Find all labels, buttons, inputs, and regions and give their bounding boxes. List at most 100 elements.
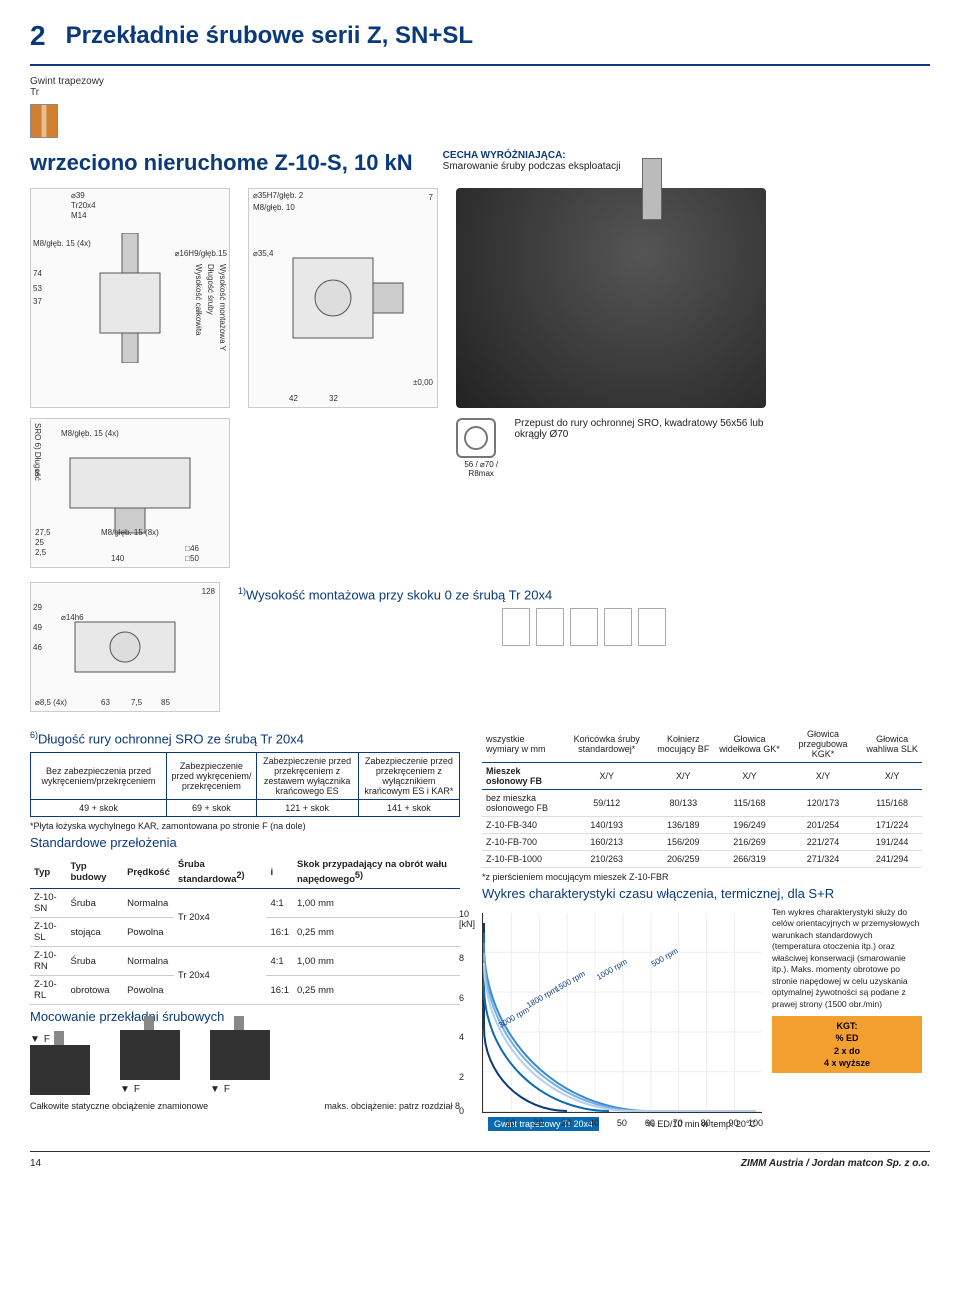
drawing-plan-view: 29 49 46 ⌀14h6 128 ⌀8,5 (4x) 63 7,5 85 <box>30 582 220 712</box>
dim-46: 46 <box>33 643 42 652</box>
dim-32: 32 <box>329 394 338 403</box>
ann-mont-y: Wysokość montażowa Y <box>218 264 227 351</box>
xy2: X/Y <box>715 763 784 790</box>
tr2-sruba: Tr 20x4 <box>174 947 267 1005</box>
xy4: X/Y <box>862 763 922 790</box>
sro-h3: Zabezpieczenie przed przekręceniem z wył… <box>358 753 459 800</box>
dim-74: 74 <box>33 269 42 278</box>
thread-icon <box>30 104 58 138</box>
yl8: 8 <box>459 953 464 963</box>
tr3-pred: Powolna <box>123 976 174 1005</box>
ann-h7: ⌀35H7/głęb. 2 <box>253 191 303 200</box>
tr2-bud: Śruba <box>67 947 124 976</box>
dim-25: 25 <box>35 538 44 547</box>
feature-text: Smarowanie śruby podczas eksploatacji <box>443 161 621 172</box>
dr31: 206/259 <box>652 851 716 868</box>
dh0: Końcówka śruby standardowej* <box>562 726 652 763</box>
dim-d70: ⌀70 <box>480 460 494 469</box>
dim-d39: ⌀39 <box>71 191 85 200</box>
f3: F <box>224 1084 230 1095</box>
dr14: 171/224 <box>862 817 922 834</box>
dim-27-5: 27,5 <box>35 528 51 537</box>
mount-heading: Mocowanie przekładni śrubowych <box>30 1009 460 1024</box>
page-number: 2 <box>30 20 46 52</box>
ann-m8-10: M8/głęb. 10 <box>253 203 295 212</box>
dim-rowhead: Mieszek osłonowy FB <box>482 763 562 790</box>
ann-dl-sruby: Długość śruby <box>206 264 215 315</box>
dim-table: wszystkie wymiary w mm Końcówka śruby st… <box>482 726 922 868</box>
mount-right-cap: maks. obciążenie: patrz rozdział 8 <box>324 1101 460 1111</box>
tr1-typ: Z-10-SL <box>30 918 67 947</box>
sro-c2: 121 + skok <box>256 800 358 817</box>
f1: F <box>44 1034 50 1045</box>
dr30: 210/263 <box>562 851 652 868</box>
dr23: 221/274 <box>784 834 862 851</box>
tr3-bud: obrotowa <box>67 976 124 1005</box>
dr13: 201/254 <box>784 817 862 834</box>
tr1-pred: Powolna <box>123 918 174 947</box>
tr0-pred: Normalna <box>123 889 174 918</box>
dim-56: 56 <box>464 460 473 469</box>
dr12: 196/249 <box>715 817 784 834</box>
th-i: i <box>266 856 293 889</box>
dim-140: 140 <box>111 554 124 563</box>
thread-label-text: Gwint trapezowy <box>30 76 104 87</box>
dim-14h6: ⌀14h6 <box>61 613 84 622</box>
dim-m14: M14 <box>71 211 87 220</box>
sro-c0: 49 + skok <box>31 800 167 817</box>
dr01: 80/133 <box>652 790 716 817</box>
thread-code: Tr <box>30 87 39 98</box>
sro-table: Bez zabezpieczenia przed wykręceniem/prz… <box>30 752 460 817</box>
th-typ: Typ <box>30 856 67 889</box>
dr21: 156/209 <box>652 834 716 851</box>
xl70: 70 <box>673 1118 683 1128</box>
title-divider <box>30 64 930 66</box>
dr02: 115/168 <box>715 790 784 817</box>
tr1-bud: stojąca <box>67 918 124 947</box>
dr11: 136/189 <box>652 817 716 834</box>
ann-m8-8x: M8/głęb. 15 (8x) <box>101 528 159 537</box>
xy0: X/Y <box>562 763 652 790</box>
dr33: 271/324 <box>784 851 862 868</box>
passage-note: 56 / ⌀70 / R8max Przepust do rury ochron… <box>456 418 766 478</box>
tr1-i: 16:1 <box>266 918 293 947</box>
dr00: 59/112 <box>562 790 652 817</box>
dh4: Głowica wahliwa SLK <box>862 726 922 763</box>
mount-left-cap: Całkowite statyczne obciążenie znamionow… <box>30 1101 208 1111</box>
yl6: 6 <box>459 993 464 1003</box>
dim-pm: ±0,00 <box>413 378 433 387</box>
sro-footnote: *Płyta łożyska wychylnego KAR, zamontowa… <box>30 821 460 831</box>
passage-note-text: Przepust do rury ochronnej SRO, kwadrato… <box>514 418 766 440</box>
sup-1: 1) <box>238 586 246 596</box>
xl20: 20 <box>533 1118 543 1128</box>
page-title: Przekładnie śrubowe serii Z, SN+SL <box>66 22 473 50</box>
dim-35-4: ⌀35,4 <box>253 249 273 258</box>
th-bud: Typ budowy <box>67 856 124 889</box>
sup-6: 6) <box>30 730 38 740</box>
sro-h2: Zabezpieczenie przed przekręceniem z zes… <box>256 753 358 800</box>
dim-37: 37 <box>33 297 42 306</box>
dim-29: 29 <box>33 603 42 612</box>
mount-icon-1 <box>30 1045 90 1095</box>
xl30: 30 <box>561 1118 571 1128</box>
xl10: 10 <box>505 1118 515 1128</box>
ann-m8-4x-mid: M8/głęb. 15 (4x) <box>61 429 119 438</box>
square-hole-icon <box>456 418 496 458</box>
sro-h1: Zabezpieczenie przed wykręceniem/ przekr… <box>167 753 257 800</box>
sro-c3: 141 + skok <box>358 800 459 817</box>
dr10: 140/193 <box>562 817 652 834</box>
tr1-skok: 0,25 mm <box>293 918 460 947</box>
dim-sq50: □50 <box>185 554 199 563</box>
dim-63: 63 <box>101 698 110 707</box>
xl100: 100 <box>748 1118 763 1128</box>
dr2n: Z-10-FB-700 <box>482 834 562 851</box>
dr22: 216/269 <box>715 834 784 851</box>
xl90: 90 <box>729 1118 739 1128</box>
yl0: 0 <box>459 1106 464 1116</box>
xl40: 40 <box>589 1118 599 1128</box>
dr03: 120/173 <box>784 790 862 817</box>
dr1n: Z-10-FB-340 <box>482 817 562 834</box>
dim-r8max: R8max <box>469 469 494 478</box>
duty-cycle-chart: 3000 rpm 1800 rpm 1500 rpm 1000 rpm 500 … <box>482 913 762 1113</box>
dr20: 160/213 <box>562 834 652 851</box>
